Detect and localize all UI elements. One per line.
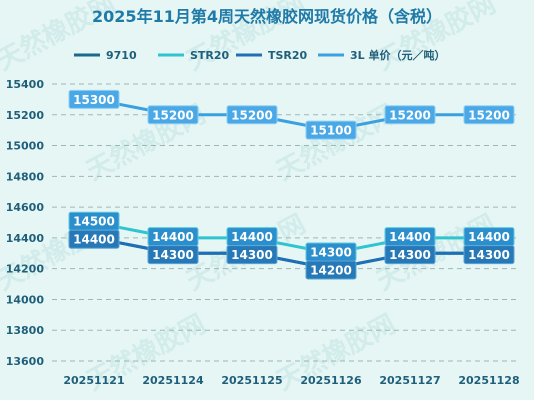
data-label-box xyxy=(384,245,436,265)
data-label-text: 15200 xyxy=(152,108,194,122)
data-label: 14400 xyxy=(463,227,515,247)
data-label: 15200 xyxy=(463,105,515,125)
data-label-text: 14400 xyxy=(152,230,194,244)
y-tick-label: 13800 xyxy=(6,324,45,337)
data-label-text: 14200 xyxy=(310,263,352,277)
data-label: 14300 xyxy=(147,245,199,265)
data-label: 15200 xyxy=(226,105,278,125)
data-label: 14400 xyxy=(384,227,436,247)
data-label: 14400 xyxy=(68,229,120,249)
data-label-box xyxy=(68,229,120,249)
legend-item: 9710 xyxy=(74,49,137,62)
data-label: 14300 xyxy=(226,245,278,265)
data-label-text: 15200 xyxy=(389,108,431,122)
data-label: 14300 xyxy=(305,242,357,262)
y-tick-label: 13600 xyxy=(6,355,45,368)
y-tick-label: 14000 xyxy=(6,293,45,306)
y-tick-label: 15200 xyxy=(6,109,45,122)
data-label-text: 14300 xyxy=(310,245,352,259)
y-tick-label: 15400 xyxy=(6,78,45,91)
data-label: 14200 xyxy=(305,260,357,280)
data-label: 14300 xyxy=(384,245,436,265)
data-label-text: 14300 xyxy=(389,248,431,262)
data-label-box xyxy=(226,105,278,125)
data-label-box xyxy=(147,105,199,125)
data-label: 14400 xyxy=(226,227,278,247)
data-label-box xyxy=(305,260,357,280)
data-label-text: 14300 xyxy=(152,248,194,262)
data-label: 15200 xyxy=(147,105,199,125)
data-label-box xyxy=(305,120,357,140)
y-tick-label: 15000 xyxy=(6,140,45,153)
data-label: 15300 xyxy=(68,89,120,109)
data-label-text: 14400 xyxy=(389,230,431,244)
legend-item: TSR20 xyxy=(236,49,308,62)
data-label-box xyxy=(463,105,515,125)
y-tick-label: 14800 xyxy=(6,170,45,183)
legend: 9710 STR20 TSR20 3L 单价（元／吨） xyxy=(74,48,446,62)
data-label-box xyxy=(463,245,515,265)
data-label-text: 14300 xyxy=(231,248,273,262)
x-tick-label: 20251125 xyxy=(221,374,282,387)
data-label: 15100 xyxy=(305,120,357,140)
x-tick-label: 20251127 xyxy=(379,374,440,387)
data-label: 14500 xyxy=(68,211,120,231)
y-axis: 13600 13800 14000 14200 14400 14600 14800 15000… xyxy=(6,78,45,368)
data-label-text: 14400 xyxy=(73,233,115,247)
data-label: 14400 xyxy=(147,227,199,247)
y-tick-label: 14400 xyxy=(6,232,45,245)
data-label-text: 15300 xyxy=(73,93,115,107)
data-label-box xyxy=(68,89,120,109)
x-tick-label: 20251121 xyxy=(63,374,124,387)
data-label-text: 14400 xyxy=(468,230,510,244)
data-label: 14300 xyxy=(463,245,515,265)
chart-title: 2025年11月第4周天然橡胶网现货价格（含税） xyxy=(92,7,442,26)
x-tick-label: 20251124 xyxy=(142,374,204,387)
data-label-box xyxy=(226,245,278,265)
data-label-box xyxy=(384,105,436,125)
data-label-text: 14300 xyxy=(468,248,510,262)
legend-label: 3L 单价（元／吨） xyxy=(350,48,446,62)
legend-label: 9710 xyxy=(106,49,137,62)
legend-label: STR20 xyxy=(190,49,230,62)
y-tick-label: 14200 xyxy=(6,263,45,276)
data-label-text: 14400 xyxy=(231,230,273,244)
data-labels-layer: 15300 15200 15200 15100 15200 15200 14500 14400… xyxy=(68,89,515,280)
data-label-box xyxy=(147,245,199,265)
x-tick-label: 20251128 xyxy=(458,374,519,387)
data-label-text: 15200 xyxy=(231,108,273,122)
x-tick-label: 20251126 xyxy=(300,374,362,387)
y-tick-label: 14600 xyxy=(6,201,45,214)
legend-item: STR20 xyxy=(158,49,230,62)
legend-item: 3L 单价（元／吨） xyxy=(318,48,446,62)
data-label-text: 14500 xyxy=(73,215,115,229)
data-label-text: 15100 xyxy=(310,124,352,138)
legend-label: TSR20 xyxy=(268,49,308,62)
x-axis: 20251121 20251124 20251125 20251126 20251127… xyxy=(63,374,519,387)
data-label-text: 15200 xyxy=(468,108,510,122)
data-label: 15200 xyxy=(384,105,436,125)
